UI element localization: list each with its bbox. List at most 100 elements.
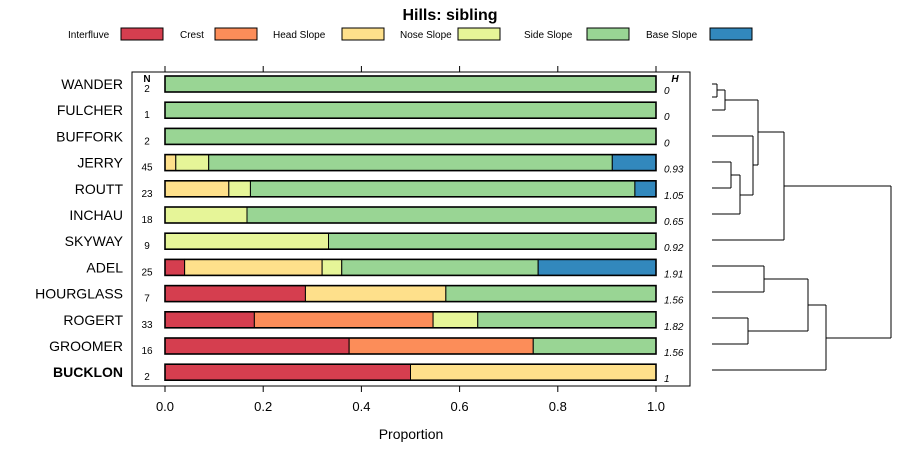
bar-row: BUFFORK 2 0 xyxy=(56,127,670,149)
bar-segment xyxy=(341,258,539,276)
chart-title: Hills: sibling xyxy=(402,7,497,24)
bar-segment xyxy=(321,258,343,276)
row-n: 7 xyxy=(144,294,150,305)
bar-segment xyxy=(304,285,447,303)
legend-label: Head Slope xyxy=(273,30,326,41)
bar-segment xyxy=(348,337,534,355)
bar-segment xyxy=(445,285,657,303)
bar-row: ADEL 25 1.91 xyxy=(86,258,683,280)
row-n: 45 xyxy=(141,163,153,174)
legend-swatch xyxy=(457,27,501,41)
bar-segment xyxy=(164,363,411,381)
row-label: WANDER xyxy=(61,76,123,92)
legend-label: Crest xyxy=(180,30,204,41)
row-n: 33 xyxy=(141,320,153,331)
bar-outline xyxy=(164,284,657,303)
bar-segment xyxy=(164,258,186,276)
bar-segment xyxy=(432,311,479,329)
row-label: FULCHER xyxy=(57,102,123,118)
bar-segment xyxy=(249,180,636,198)
row-n: 2 xyxy=(144,84,150,95)
bar-row: ROUTT 23 1.05 xyxy=(75,180,684,202)
legend-swatch xyxy=(341,27,385,41)
row-label: ROUTT xyxy=(75,181,124,197)
bar-segment xyxy=(477,311,657,329)
bar-segment xyxy=(410,363,657,381)
row-label: BUCKLON xyxy=(53,364,123,380)
legend-swatch xyxy=(214,27,258,41)
bar-segment xyxy=(164,154,177,172)
row-h: 1.05 xyxy=(664,191,684,202)
x-tick-label: 0.8 xyxy=(549,399,567,414)
x-tick-label: 0.0 xyxy=(156,399,174,414)
dendrogram-branches xyxy=(712,83,892,371)
x-tick-label: 0.6 xyxy=(451,399,469,414)
x-axis-label: Proportion xyxy=(379,426,444,442)
bar-segment xyxy=(537,258,657,276)
bar-row: FULCHER 1 0 xyxy=(57,101,670,123)
row-label: BUFFORK xyxy=(56,128,124,144)
bar-outline xyxy=(164,232,657,250)
n-header: N xyxy=(143,74,150,85)
bar-outline xyxy=(164,101,657,119)
bar-segment xyxy=(164,180,230,198)
row-h: 0.92 xyxy=(664,243,684,254)
x-axis: 0.0 0.2 0.4 0.6 0.8 1.0 xyxy=(156,386,665,414)
bar-row: SKYWAY 9 0.92 xyxy=(65,232,684,254)
row-h: 1 xyxy=(664,374,670,385)
row-label: HOURGLASS xyxy=(35,286,123,302)
row-label: ROGERT xyxy=(63,312,123,328)
row-h: 1.56 xyxy=(664,348,684,359)
row-n: 1 xyxy=(144,110,150,121)
legend-label: Nose Slope xyxy=(400,30,452,41)
bar-outline xyxy=(164,180,657,198)
bar-segment xyxy=(184,258,323,276)
bar-segment xyxy=(253,311,434,329)
legend-swatch xyxy=(120,27,164,41)
bar-outline xyxy=(164,363,657,382)
bar-segment xyxy=(164,311,255,329)
bar-outline xyxy=(164,310,657,329)
bar-segment xyxy=(246,206,657,224)
bar-segment xyxy=(164,285,306,303)
bar-outline xyxy=(164,258,657,277)
bar-segment xyxy=(611,154,657,172)
row-label: INCHAU xyxy=(69,207,123,223)
row-label: ADEL xyxy=(86,259,123,275)
plot-frame xyxy=(131,71,691,387)
bar-row: ROGERT 33 1.82 xyxy=(63,310,684,333)
row-label: JERRY xyxy=(77,155,123,171)
row-h: 0 xyxy=(664,112,670,123)
row-n: 25 xyxy=(141,267,153,278)
bar-outline xyxy=(164,153,657,172)
row-n: 2 xyxy=(144,136,150,147)
bar-row: INCHAU 18 0.65 xyxy=(69,206,684,228)
legend-label: Base Slope xyxy=(646,30,698,41)
legend-label: Side Slope xyxy=(524,30,573,41)
row-h: 1.56 xyxy=(664,296,684,307)
row-h: 1.91 xyxy=(664,269,683,280)
row-n: 9 xyxy=(144,241,150,252)
bar-outline xyxy=(164,337,657,355)
row-n: 23 xyxy=(141,189,153,200)
row-n: 18 xyxy=(141,215,153,226)
bar-row: GROOMER 16 1.56 xyxy=(49,337,684,359)
bar-segment xyxy=(634,180,657,198)
row-label: GROOMER xyxy=(49,338,123,354)
bar-outline xyxy=(164,206,657,224)
row-n: 16 xyxy=(141,346,153,357)
legend-label: Interfluve xyxy=(68,30,110,41)
row-h: 0 xyxy=(664,86,670,97)
row-h: 0 xyxy=(664,138,670,149)
bar-row: HOURGLASS 7 1.56 xyxy=(35,284,684,307)
dendrogram xyxy=(712,83,892,371)
legend-swatch xyxy=(586,27,630,41)
bar-row: BUCKLON 2 1 xyxy=(53,363,670,385)
row-h: 0.93 xyxy=(664,165,684,176)
bar-outline xyxy=(164,127,657,146)
bar-row: WANDER 2 0 xyxy=(61,75,670,97)
bar-segment xyxy=(175,154,210,172)
bar-segment xyxy=(228,180,251,198)
row-h: 0.65 xyxy=(664,217,684,228)
